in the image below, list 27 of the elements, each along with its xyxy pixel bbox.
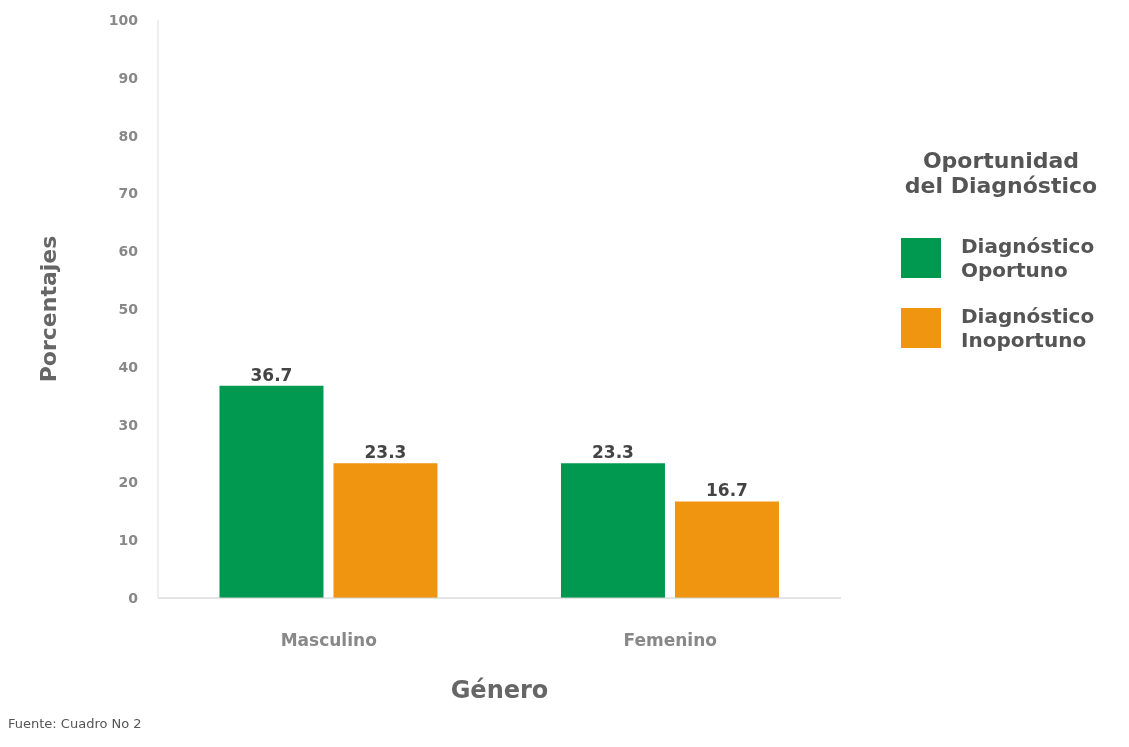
bar — [674, 501, 779, 598]
y-tick-label: 10 — [118, 532, 139, 549]
y-tick-label: 100 — [108, 11, 139, 28]
y-tick-label: 0 — [128, 589, 139, 606]
legend-title: Oportunidad del Diagnóstico — [903, 148, 1099, 198]
y-tick-label: 20 — [118, 474, 139, 491]
data-label: 23.3 — [364, 442, 407, 463]
bar — [219, 385, 324, 598]
legend-label: Diagnóstico Oportuno — [961, 234, 1095, 282]
x-axis-title: Género — [450, 676, 549, 704]
source-note: Fuente: Cuadro No 2 — [8, 716, 142, 731]
legend-label: Diagnóstico Inoportuno — [961, 304, 1095, 352]
y-tick-label: 80 — [118, 127, 139, 144]
y-tick-label: 90 — [118, 69, 139, 86]
y-tick-label: 30 — [118, 416, 139, 433]
data-label: 23.3 — [591, 442, 634, 463]
data-label: 16.7 — [705, 480, 748, 501]
y-tick-label: 60 — [118, 243, 139, 260]
y-tick-label: 70 — [118, 185, 139, 202]
x-tick-label: Masculino — [280, 630, 377, 651]
y-tick-label: 40 — [118, 358, 139, 375]
y-tick-label: 50 — [118, 300, 139, 317]
y-axis-title: Porcentajes — [35, 235, 61, 383]
data-label: 36.7 — [250, 364, 293, 385]
x-tick-label: Femenino — [623, 630, 717, 651]
bar — [333, 463, 438, 598]
bar — [560, 463, 665, 598]
